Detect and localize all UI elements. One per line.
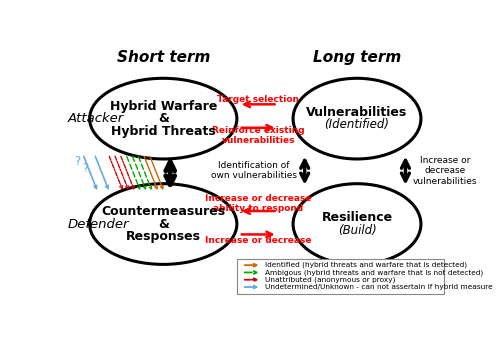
Text: &: &: [158, 218, 168, 231]
Text: Increase or
decrease
vulnerabilities: Increase or decrease vulnerabilities: [413, 156, 478, 186]
Text: Countermeasures: Countermeasures: [101, 205, 226, 218]
Text: Attacker: Attacker: [68, 112, 124, 125]
Text: Identified (hybrid threats and warfare that is detected): Identified (hybrid threats and warfare t…: [265, 262, 468, 268]
Text: ?: ?: [74, 155, 80, 168]
Text: Vulnerabilities: Vulnerabilities: [306, 106, 408, 119]
Text: Short term: Short term: [116, 50, 210, 65]
Text: Increase or decrease: Increase or decrease: [205, 236, 312, 245]
Text: Reinforce existing
vulnerabilities: Reinforce existing vulnerabilities: [212, 126, 304, 145]
FancyBboxPatch shape: [237, 259, 444, 294]
Text: Unattributed (anonymous or proxy): Unattributed (anonymous or proxy): [265, 276, 396, 283]
Text: &: &: [158, 112, 168, 125]
Text: Increase or decrease
ability to respond: Increase or decrease ability to respond: [205, 194, 312, 213]
Text: Responses: Responses: [126, 230, 201, 243]
Text: Target selection: Target selection: [217, 95, 299, 104]
Text: (Build): (Build): [338, 224, 376, 237]
Text: Undetermined/Unknown - can not assertain if hybrid measure: Undetermined/Unknown - can not assertain…: [265, 284, 493, 290]
Text: Ambigous (hybrid threats and warfare that is not detected): Ambigous (hybrid threats and warfare tha…: [265, 269, 484, 276]
Text: Defender: Defender: [68, 218, 129, 231]
Text: Resilience: Resilience: [322, 211, 392, 224]
Text: Hybrid Threats: Hybrid Threats: [111, 125, 216, 138]
Text: Identification of
own vulnerabilities: Identification of own vulnerabilities: [211, 161, 297, 180]
Text: ?: ?: [82, 162, 89, 175]
Text: (Identified): (Identified): [324, 118, 390, 131]
Text: Hybrid Warfare: Hybrid Warfare: [110, 100, 217, 113]
Text: Long term: Long term: [313, 50, 401, 65]
